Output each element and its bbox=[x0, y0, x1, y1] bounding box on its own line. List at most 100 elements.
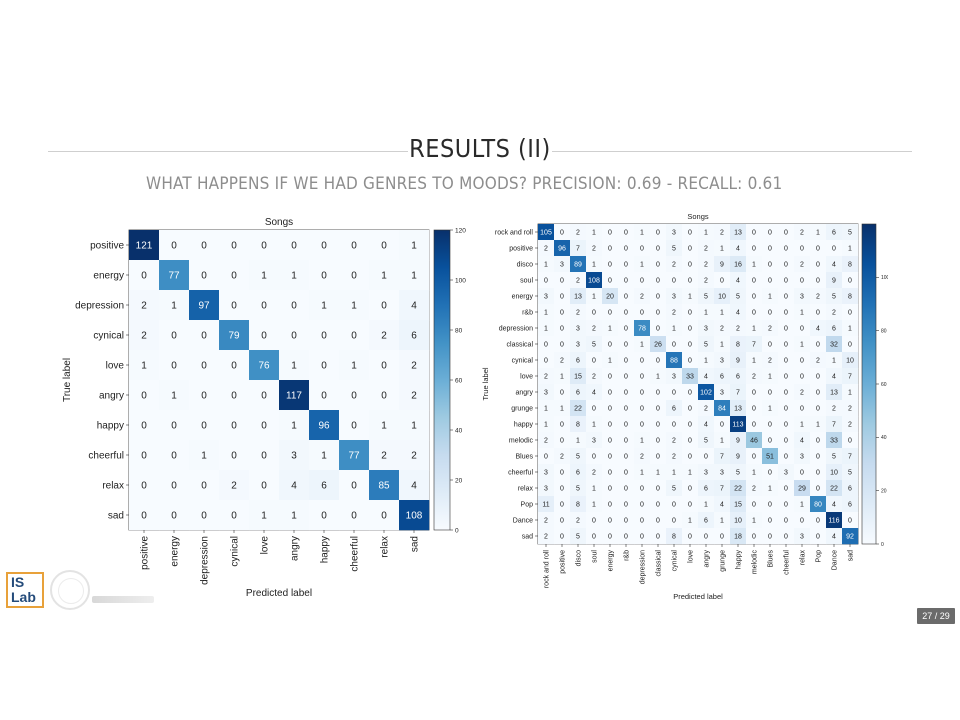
matrix-cell bbox=[538, 240, 555, 257]
cell-value: 0 bbox=[608, 518, 612, 525]
matrix-cell bbox=[602, 448, 619, 465]
x-tick-cheerful: cheerful bbox=[350, 536, 361, 572]
matrix-cell bbox=[159, 320, 190, 351]
matrix-cell bbox=[159, 290, 190, 321]
cell-value: 0 bbox=[351, 421, 357, 432]
matrix-cell bbox=[666, 256, 683, 273]
matrix-cell bbox=[554, 528, 571, 545]
cell-value: 1 bbox=[560, 406, 564, 413]
matrix-cell bbox=[554, 496, 571, 513]
faded-affiliation-mark bbox=[92, 596, 154, 603]
cell-value: 0 bbox=[624, 358, 628, 365]
cell-value: 0 bbox=[608, 262, 612, 269]
cell-value: 0 bbox=[231, 511, 237, 522]
cell-value: 15 bbox=[734, 502, 742, 509]
y-tick-sad: sad bbox=[522, 533, 533, 540]
cell-value: 0 bbox=[656, 454, 660, 461]
matrix-cell bbox=[794, 512, 811, 529]
matrix-cell bbox=[762, 448, 779, 465]
cell-value: 1 bbox=[291, 361, 297, 372]
matrix-cell bbox=[586, 368, 603, 385]
cell-value: 88 bbox=[670, 358, 678, 365]
cell-value: 9 bbox=[736, 438, 740, 445]
cell-value: 2 bbox=[768, 358, 772, 365]
matrix-cell bbox=[369, 380, 400, 411]
cell-value: 0 bbox=[688, 278, 692, 285]
cell-value: 1 bbox=[411, 421, 417, 432]
matrix-cell bbox=[618, 448, 635, 465]
cell-value: 6 bbox=[576, 390, 580, 397]
cell-value: 1 bbox=[592, 486, 596, 493]
colorbar bbox=[861, 223, 877, 545]
matrix-cell bbox=[538, 320, 555, 337]
matrix-cell bbox=[554, 272, 571, 289]
cell-value: 6 bbox=[576, 358, 580, 365]
x-tick-depression: depression bbox=[639, 550, 646, 584]
matrix-cell bbox=[762, 352, 779, 369]
y-tick-energy: energy bbox=[512, 293, 534, 300]
cell-value: 0 bbox=[656, 502, 660, 509]
matrix-cell bbox=[746, 496, 763, 513]
cell-value: 0 bbox=[768, 230, 772, 237]
matrix-cell bbox=[794, 272, 811, 289]
matrix-cell bbox=[634, 464, 651, 481]
matrix-cell bbox=[778, 384, 795, 401]
cell-value: 0 bbox=[608, 534, 612, 541]
matrix-cell bbox=[730, 480, 747, 497]
cell-value: 0 bbox=[560, 422, 564, 429]
university-seal-icon bbox=[50, 570, 90, 610]
cell-value: 5 bbox=[704, 342, 708, 349]
cell-value: 116 bbox=[828, 518, 839, 525]
cell-value: 6 bbox=[704, 486, 708, 493]
logo-text-bottom: Lab bbox=[11, 589, 36, 605]
matrix-cell bbox=[698, 480, 715, 497]
cell-value: 0 bbox=[624, 390, 628, 397]
chart-title: Songs bbox=[265, 217, 293, 228]
cell-value: 0 bbox=[321, 361, 327, 372]
cell-value: 1 bbox=[800, 342, 804, 349]
cell-value: 0 bbox=[688, 438, 692, 445]
cell-value: 4 bbox=[736, 310, 740, 317]
cell-value: 0 bbox=[624, 406, 628, 413]
cell-value: 0 bbox=[688, 406, 692, 413]
cell-value: 3 bbox=[560, 262, 564, 269]
x-tick-classical: classical bbox=[655, 550, 662, 577]
cell-value: 0 bbox=[321, 511, 327, 522]
cell-value: 3 bbox=[544, 294, 548, 301]
cell-value: 0 bbox=[816, 246, 820, 253]
cell-value: 0 bbox=[592, 358, 596, 365]
matrix-cell bbox=[714, 288, 731, 305]
matrix-cell bbox=[189, 350, 220, 381]
cell-value: 2 bbox=[800, 390, 804, 397]
y-tick-dance: Dance bbox=[513, 517, 533, 524]
matrix-cell bbox=[730, 448, 747, 465]
matrix-cell bbox=[826, 400, 843, 417]
matrix-cell bbox=[159, 410, 190, 441]
cell-value: 0 bbox=[816, 470, 820, 477]
cell-value: 0 bbox=[624, 294, 628, 301]
matrix-cell bbox=[778, 464, 795, 481]
cell-value: 0 bbox=[544, 278, 548, 285]
cell-value: 0 bbox=[560, 390, 564, 397]
matrix-cell bbox=[714, 400, 731, 417]
matrix-cell bbox=[399, 320, 430, 351]
cell-value: 1 bbox=[688, 470, 692, 477]
matrix-cell bbox=[810, 320, 827, 337]
matrix-cell bbox=[842, 448, 859, 465]
matrix-cell bbox=[666, 496, 683, 513]
cell-value: 4 bbox=[832, 534, 836, 541]
cell-value: 0 bbox=[624, 422, 628, 429]
cell-value: 0 bbox=[608, 230, 612, 237]
matrix-cell bbox=[698, 400, 715, 417]
cell-value: 4 bbox=[832, 374, 836, 381]
matrix-cell bbox=[219, 410, 250, 441]
cell-value: 0 bbox=[816, 486, 820, 493]
cell-value: 0 bbox=[656, 230, 660, 237]
cell-value: 6 bbox=[720, 374, 724, 381]
matrix-cell bbox=[682, 240, 699, 257]
cell-value: 3 bbox=[576, 326, 580, 333]
cell-value: 2 bbox=[768, 326, 772, 333]
matrix-cell bbox=[554, 480, 571, 497]
cell-value: 1 bbox=[640, 262, 644, 269]
cell-value: 0 bbox=[640, 358, 644, 365]
